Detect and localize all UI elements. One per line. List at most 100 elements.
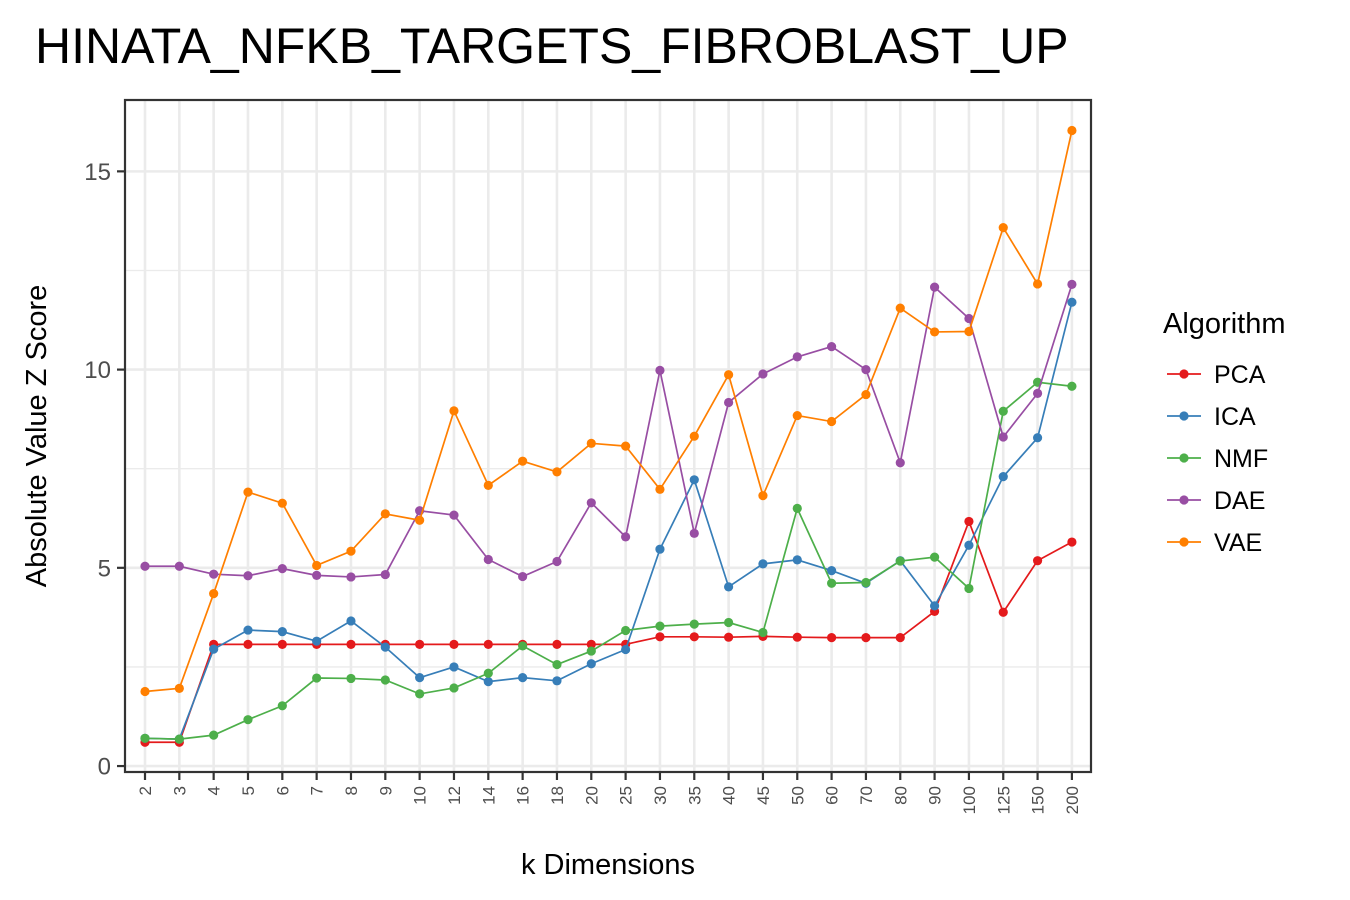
data-point-vae [415, 515, 425, 525]
data-point-dae [792, 352, 802, 362]
plot-panel-border [123, 98, 1093, 774]
data-point-vae [312, 560, 322, 571]
data-point-vae [380, 509, 390, 519]
data-point-vae [586, 438, 596, 448]
data-point-dae [174, 561, 184, 571]
data-point-dae [277, 564, 287, 574]
x-tick-label: 200 [1063, 786, 1082, 814]
data-point-nmf [243, 715, 253, 725]
data-point-ica [552, 676, 562, 686]
data-point-pca [449, 639, 459, 649]
data-point-vae [689, 431, 699, 441]
series-vae [140, 125, 1077, 697]
legend-item-pca: PCA [1167, 361, 1266, 389]
data-point-vae [209, 588, 219, 599]
data-point-ica [689, 475, 699, 485]
data-point-dae [552, 556, 562, 567]
x-tick-label: 25 [617, 786, 636, 805]
data-point-ica [518, 673, 528, 683]
data-point-vae [449, 406, 459, 416]
data-point-nmf [209, 730, 219, 740]
data-point-ica [243, 625, 253, 635]
data-point-dae [895, 458, 905, 468]
x-tick-label: 6 [273, 786, 292, 795]
data-point-dae [827, 341, 837, 352]
data-point-dae [312, 570, 322, 580]
data-point-nmf [724, 617, 734, 628]
series-layer [140, 125, 1077, 747]
data-point-nmf [449, 683, 459, 693]
data-point-ica [1067, 297, 1077, 307]
data-point-pca [415, 639, 425, 649]
data-point-dae [724, 397, 734, 408]
data-point-nmf [895, 556, 905, 566]
data-point-vae [724, 370, 734, 380]
data-point-ica [1032, 433, 1043, 443]
data-point-pca [861, 633, 871, 643]
data-point-dae [929, 282, 940, 292]
y-tick-label: 10 [84, 357, 111, 384]
data-point-vae [174, 683, 184, 693]
data-point-nmf [415, 689, 425, 699]
data-point-dae [1032, 388, 1043, 398]
x-tick-label: 45 [754, 786, 773, 805]
data-point-nmf [792, 503, 802, 513]
data-point-nmf [174, 734, 184, 744]
legend-label-pca: PCA [1214, 361, 1266, 389]
data-point-vae [483, 480, 493, 490]
data-point-nmf [758, 627, 768, 638]
data-point-vae [243, 487, 253, 497]
y-tick-label: 5 [98, 555, 111, 582]
data-point-dae [209, 569, 219, 579]
data-point-dae [380, 569, 390, 580]
series-line-dae [145, 284, 1073, 578]
data-point-ica [415, 673, 425, 683]
data-point-ica [277, 627, 287, 637]
data-point-ica [346, 616, 356, 626]
data-point-dae [655, 365, 665, 375]
legend-title: Algorithm [1163, 308, 1286, 340]
data-point-nmf [483, 668, 493, 678]
data-point-ica [827, 565, 837, 576]
data-point-dae [518, 571, 528, 582]
x-tick-label: 40 [720, 786, 739, 805]
data-point-dae [964, 313, 974, 324]
data-point-vae [758, 491, 768, 501]
data-point-ica [380, 642, 390, 652]
data-point-vae [1067, 125, 1077, 136]
data-point-pca [895, 633, 905, 643]
x-tick-label: 9 [376, 786, 395, 795]
data-point-nmf [552, 659, 562, 670]
legend-item-dae: DAE [1167, 487, 1265, 515]
data-point-pca [243, 639, 253, 649]
data-point-dae [483, 554, 493, 565]
series-pca [140, 516, 1077, 747]
data-point-nmf [827, 578, 837, 588]
data-point-ica [792, 555, 802, 565]
series-line-nmf [144, 381, 1073, 740]
data-point-nmf [518, 641, 528, 651]
data-point-nmf [140, 733, 150, 743]
data-point-dae [1067, 279, 1077, 289]
x-axis: 2 3 4 5 6 7 8 9 10 12 14 16 18 20 25 30 35 40 45 50 60 70 80 90… [136, 772, 1082, 814]
data-point-vae [621, 441, 631, 451]
data-point-dae [243, 571, 253, 581]
legend-label-vae: VAE [1214, 529, 1262, 557]
data-point-pca [1032, 556, 1043, 566]
legend-label-nmf: NMF [1214, 445, 1268, 473]
legend: Algorithm PCA ICA NMF DAE VAE [1163, 308, 1286, 557]
data-point-pca [655, 632, 665, 642]
data-point-vae [929, 327, 940, 337]
x-axis-title: k Dimensions [521, 849, 695, 881]
chart-title: HINATA_NFKB_TARGETS_FIBROBLAST_UP [35, 18, 1069, 74]
data-point-pca [277, 639, 287, 649]
x-tick-label: 70 [857, 786, 876, 805]
data-point-dae [861, 364, 871, 375]
x-tick-label: 60 [823, 786, 842, 805]
x-tick-label: 90 [926, 786, 945, 805]
x-tick-label: 8 [342, 786, 361, 795]
legend-key-point-pca [1179, 369, 1189, 379]
data-point-nmf [1067, 381, 1077, 391]
data-point-nmf [346, 673, 356, 684]
